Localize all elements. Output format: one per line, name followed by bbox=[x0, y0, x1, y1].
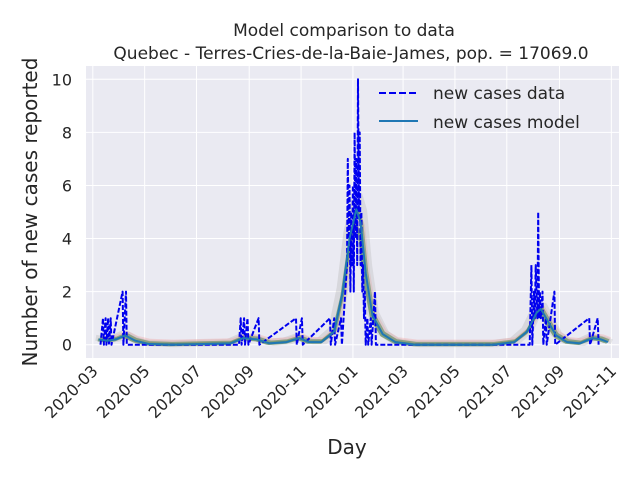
x-ticks: 2020-032020-052020-072020-092020-112021-… bbox=[41, 361, 620, 422]
y-tick-label: 8 bbox=[62, 123, 72, 142]
x-tick-label: 2020-07 bbox=[145, 361, 206, 422]
chart-title: Model comparison to data bbox=[233, 21, 455, 41]
x-tick-label: 2020-03 bbox=[41, 361, 102, 422]
legend-data-label: new cases data bbox=[433, 84, 565, 104]
x-axis-label: Day bbox=[327, 435, 367, 459]
chart-subtitle: Quebec - Terres-Cries-de-la-Baie-James, … bbox=[113, 44, 588, 64]
x-tick-label: 2021-01 bbox=[301, 361, 362, 422]
x-tick-label: 2020-05 bbox=[93, 361, 154, 422]
y-tick-label: 2 bbox=[62, 283, 72, 302]
x-tick-label: 2020-11 bbox=[249, 361, 310, 422]
x-tick-label: 2020-09 bbox=[197, 361, 258, 422]
legend-model-label: new cases model bbox=[433, 113, 580, 133]
x-tick-label: 2021-07 bbox=[455, 361, 516, 422]
y-axis-label: Number of new cases reported bbox=[18, 58, 42, 367]
series-new-cases-data bbox=[99, 78, 600, 346]
x-tick-label: 2021-09 bbox=[508, 361, 569, 422]
legend: new cases data new cases model bbox=[379, 84, 580, 133]
y-ticks: 0 2 4 6 8 10 bbox=[52, 70, 72, 354]
y-tick-label: 10 bbox=[52, 70, 72, 89]
y-tick-label: 4 bbox=[62, 230, 72, 249]
y-tick-label: 6 bbox=[62, 176, 72, 195]
x-tick-label: 2021-11 bbox=[559, 361, 620, 422]
x-tick-label: 2021-03 bbox=[351, 361, 412, 422]
y-tick-label: 0 bbox=[62, 336, 72, 355]
x-tick-label: 2021-05 bbox=[403, 361, 464, 422]
series-layer bbox=[98, 78, 609, 346]
series-new-cases-model bbox=[98, 208, 609, 346]
